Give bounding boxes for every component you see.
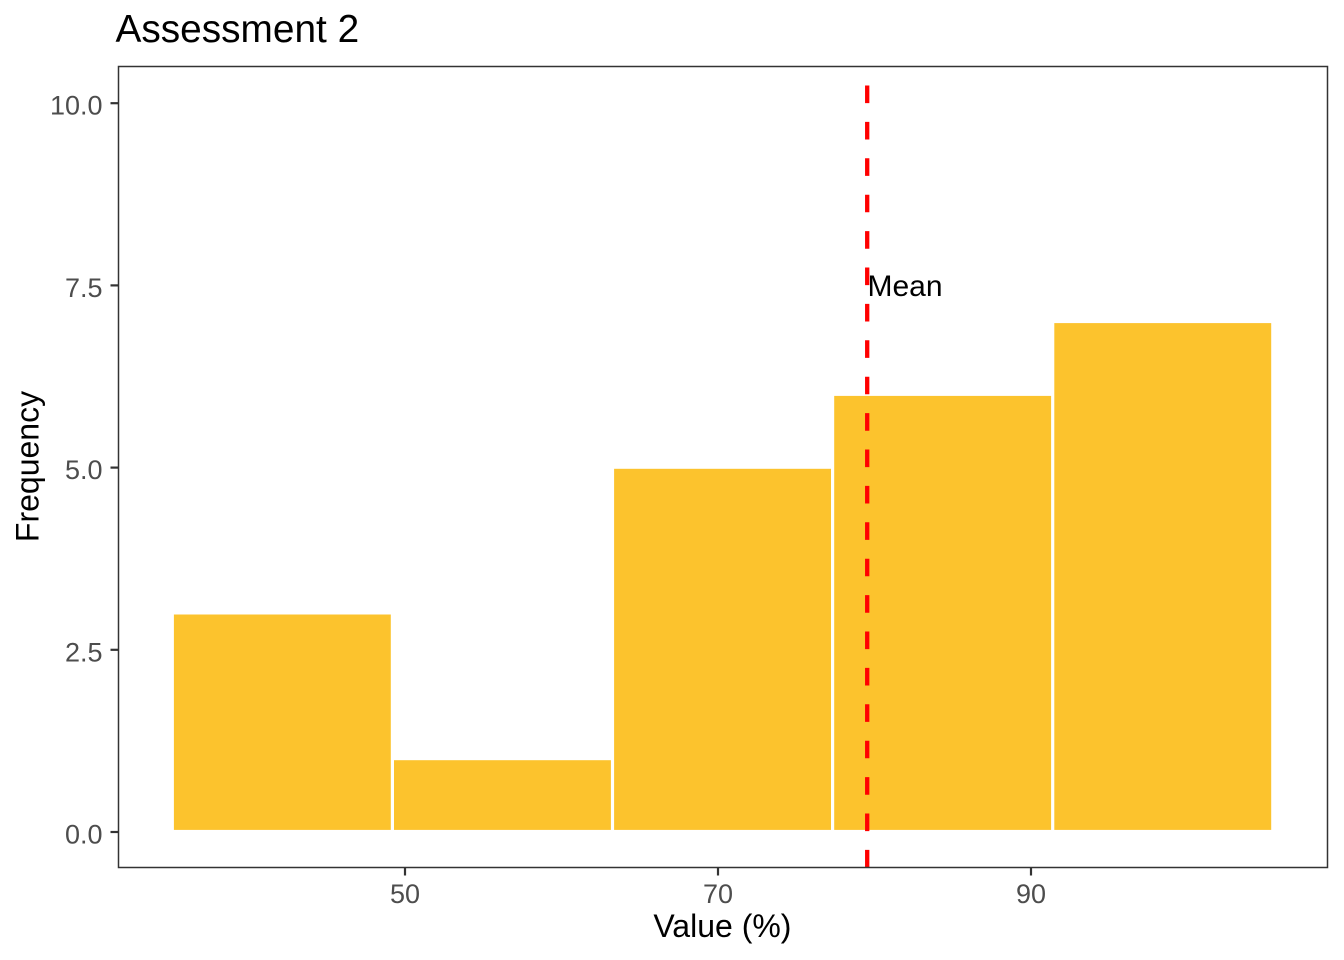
svg-text:0.0: 0.0 bbox=[65, 820, 103, 850]
svg-text:90: 90 bbox=[1016, 879, 1046, 909]
svg-text:10.0: 10.0 bbox=[50, 91, 103, 121]
svg-text:7.5: 7.5 bbox=[65, 273, 103, 303]
svg-text:70: 70 bbox=[703, 879, 733, 909]
svg-text:Mean: Mean bbox=[868, 270, 943, 303]
svg-text:5.0: 5.0 bbox=[65, 455, 103, 485]
svg-text:Assessment 2: Assessment 2 bbox=[116, 8, 360, 51]
svg-text:50: 50 bbox=[390, 879, 420, 909]
svg-text:Value (%): Value (%) bbox=[653, 908, 791, 944]
svg-text:2.5: 2.5 bbox=[65, 637, 103, 667]
svg-text:Frequency: Frequency bbox=[10, 391, 46, 542]
